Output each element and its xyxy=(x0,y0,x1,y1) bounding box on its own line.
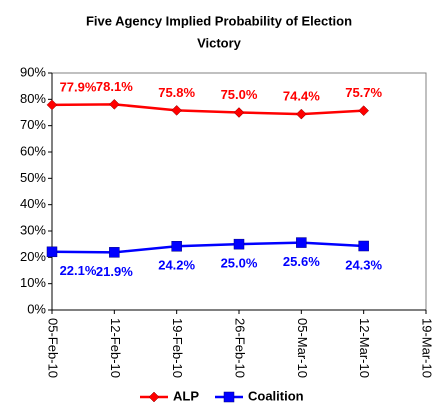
data-label: 75.8% xyxy=(158,85,195,100)
marker xyxy=(171,241,182,252)
series-line xyxy=(51,103,364,116)
y-tick-label: 60% xyxy=(20,143,46,158)
marker xyxy=(46,246,58,258)
chart-title: Victory xyxy=(197,35,242,50)
marker xyxy=(233,238,245,250)
x-tick-label: 19-Feb-10 xyxy=(170,318,185,378)
data-label: 77.9% xyxy=(60,79,97,94)
data-label: 24.3% xyxy=(345,257,382,272)
y-tick-label: 40% xyxy=(20,196,46,211)
y-tick-label: 90% xyxy=(20,64,46,79)
x-tick-label: 12-Feb-10 xyxy=(108,318,123,378)
y-tick-label: 30% xyxy=(20,222,46,237)
x-tick-label: 19-Mar-10 xyxy=(420,318,435,378)
data-label: 78.1% xyxy=(96,79,133,94)
x-tick-label: 05-Feb-10 xyxy=(46,318,61,378)
series-line xyxy=(51,241,364,254)
marker xyxy=(295,108,307,120)
y-tick-label: 80% xyxy=(20,91,46,106)
y-tick-label: 20% xyxy=(20,249,46,264)
marker xyxy=(358,240,369,252)
marker xyxy=(358,105,370,117)
marker xyxy=(46,99,58,111)
y-tick-label: 10% xyxy=(20,275,46,290)
legend-label: Coalition xyxy=(248,388,304,403)
x-tick-label: 12-Mar-10 xyxy=(357,318,372,378)
data-label: 25.6% xyxy=(283,254,320,269)
y-tick-label: 0% xyxy=(27,301,46,316)
data-label: 75.0% xyxy=(221,87,258,102)
data-label: 75.7% xyxy=(345,85,382,100)
data-label: 21.9% xyxy=(96,264,133,279)
marker xyxy=(223,391,235,403)
data-label: 25.0% xyxy=(221,256,258,271)
legend-label: ALP xyxy=(173,388,199,403)
x-tick-label: 05-Mar-10 xyxy=(295,318,310,378)
data-label: 74.4% xyxy=(283,89,320,104)
data-label: 22.1% xyxy=(60,263,97,278)
y-tick-label: 70% xyxy=(20,117,46,132)
chart-title: Five Agency Implied Probability of Elect… xyxy=(86,13,352,28)
marker xyxy=(109,247,120,258)
marker xyxy=(296,237,307,248)
marker xyxy=(171,105,183,116)
marker xyxy=(233,107,245,118)
x-tick-label: 26-Feb-10 xyxy=(233,318,248,378)
marker xyxy=(148,391,160,403)
y-tick-label: 50% xyxy=(20,170,46,185)
data-label: 24.2% xyxy=(158,258,195,273)
marker xyxy=(108,98,120,110)
